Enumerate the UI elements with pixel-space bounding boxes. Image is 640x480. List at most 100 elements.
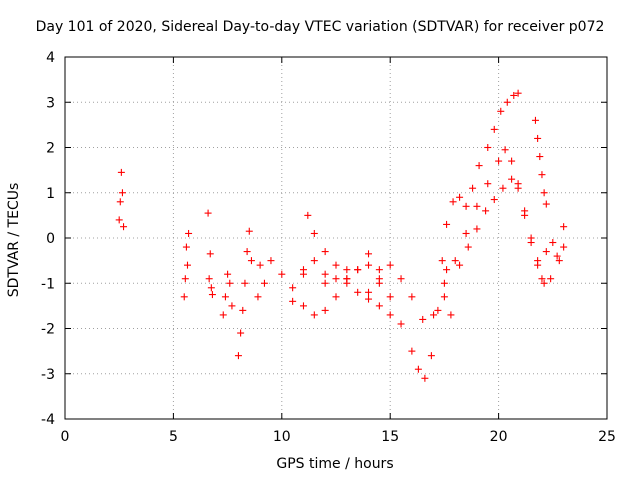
marker-layer <box>115 89 568 382</box>
y-tick-label: 2 <box>46 141 55 157</box>
data-point <box>456 261 464 269</box>
data-point <box>365 288 373 296</box>
data-point <box>117 168 125 176</box>
data-point <box>531 116 539 124</box>
y-axis-label: SDTVAR / TECUs <box>6 182 22 298</box>
data-point <box>473 202 481 210</box>
data-point <box>521 207 529 215</box>
data-point <box>386 293 394 301</box>
data-point <box>484 144 492 151</box>
data-point <box>462 202 470 210</box>
data-point <box>490 125 498 133</box>
data-point <box>245 227 253 235</box>
data-point <box>299 302 307 310</box>
data-point <box>462 229 470 237</box>
data-point <box>321 270 329 278</box>
data-point <box>430 311 438 319</box>
data-point <box>534 257 542 265</box>
data-point <box>118 189 126 197</box>
data-point <box>508 157 516 165</box>
data-point <box>443 220 451 228</box>
data-point <box>375 279 383 287</box>
y-tick-label: -1 <box>41 276 55 292</box>
y-tick-label: -4 <box>41 412 55 428</box>
data-point <box>239 306 247 314</box>
y-tick-label: 1 <box>46 186 55 202</box>
chart-title: Day 101 of 2020, Sidereal Day-to-day VTE… <box>35 19 605 35</box>
x-tick-label: 25 <box>598 429 616 445</box>
data-point <box>514 89 522 97</box>
data-point <box>206 250 214 258</box>
data-point <box>464 243 472 251</box>
data-point <box>365 250 373 258</box>
data-point <box>536 153 544 161</box>
data-point <box>343 266 351 274</box>
data-point <box>542 200 550 208</box>
data-point <box>397 320 405 328</box>
data-point <box>553 252 561 260</box>
series-arc-2 <box>180 229 193 301</box>
data-point <box>534 134 542 142</box>
data-point <box>321 306 329 314</box>
data-point <box>243 248 251 256</box>
data-point <box>538 275 546 283</box>
data-point <box>204 209 212 217</box>
data-point <box>289 284 297 292</box>
data-point <box>499 184 507 192</box>
data-point <box>343 275 351 283</box>
data-point <box>332 275 340 283</box>
data-point <box>447 311 455 319</box>
data-point <box>221 293 229 301</box>
data-point <box>207 284 215 292</box>
data-point <box>234 352 242 360</box>
data-point <box>375 266 383 274</box>
data-point <box>310 229 318 237</box>
data-point <box>484 180 492 188</box>
data-point <box>267 257 275 265</box>
data-point <box>501 146 509 154</box>
data-point <box>260 279 268 287</box>
series-arc-3 <box>204 209 216 299</box>
x-tick-label: 0 <box>61 429 70 445</box>
data-point <box>549 239 557 247</box>
data-point <box>440 279 448 287</box>
data-point <box>365 261 373 269</box>
data-point <box>514 184 522 192</box>
series-arc-12 <box>443 146 568 283</box>
data-point <box>354 266 362 274</box>
data-point <box>419 315 427 323</box>
data-point <box>414 365 422 373</box>
x-axis-label: GPS time / hours <box>276 456 394 472</box>
data-point <box>386 261 394 269</box>
data-point <box>208 291 216 299</box>
y-tick-label: -3 <box>41 367 55 383</box>
y-tick-label: 0 <box>46 231 55 247</box>
data-point <box>241 279 249 287</box>
data-point <box>321 248 329 256</box>
data-point <box>332 293 340 301</box>
data-point <box>427 352 435 360</box>
data-point <box>503 98 511 106</box>
data-point <box>473 225 481 233</box>
series-arc-6 <box>254 257 329 305</box>
data-point <box>120 223 128 231</box>
data-point <box>354 288 362 296</box>
y-tick-label: 3 <box>46 95 55 111</box>
data-point <box>185 229 193 237</box>
data-point <box>180 293 188 301</box>
data-point <box>449 198 457 206</box>
data-point <box>310 257 318 265</box>
data-point <box>182 243 190 251</box>
series-arc-5 <box>234 227 255 360</box>
y-tick-label: -2 <box>41 322 55 338</box>
data-point <box>116 198 124 206</box>
data-point <box>408 347 416 355</box>
data-point <box>490 196 498 204</box>
data-point <box>508 175 516 183</box>
data-point <box>397 275 405 283</box>
data-point <box>299 270 307 278</box>
data-point <box>451 257 459 265</box>
data-point <box>219 311 227 319</box>
data-point <box>365 295 373 303</box>
